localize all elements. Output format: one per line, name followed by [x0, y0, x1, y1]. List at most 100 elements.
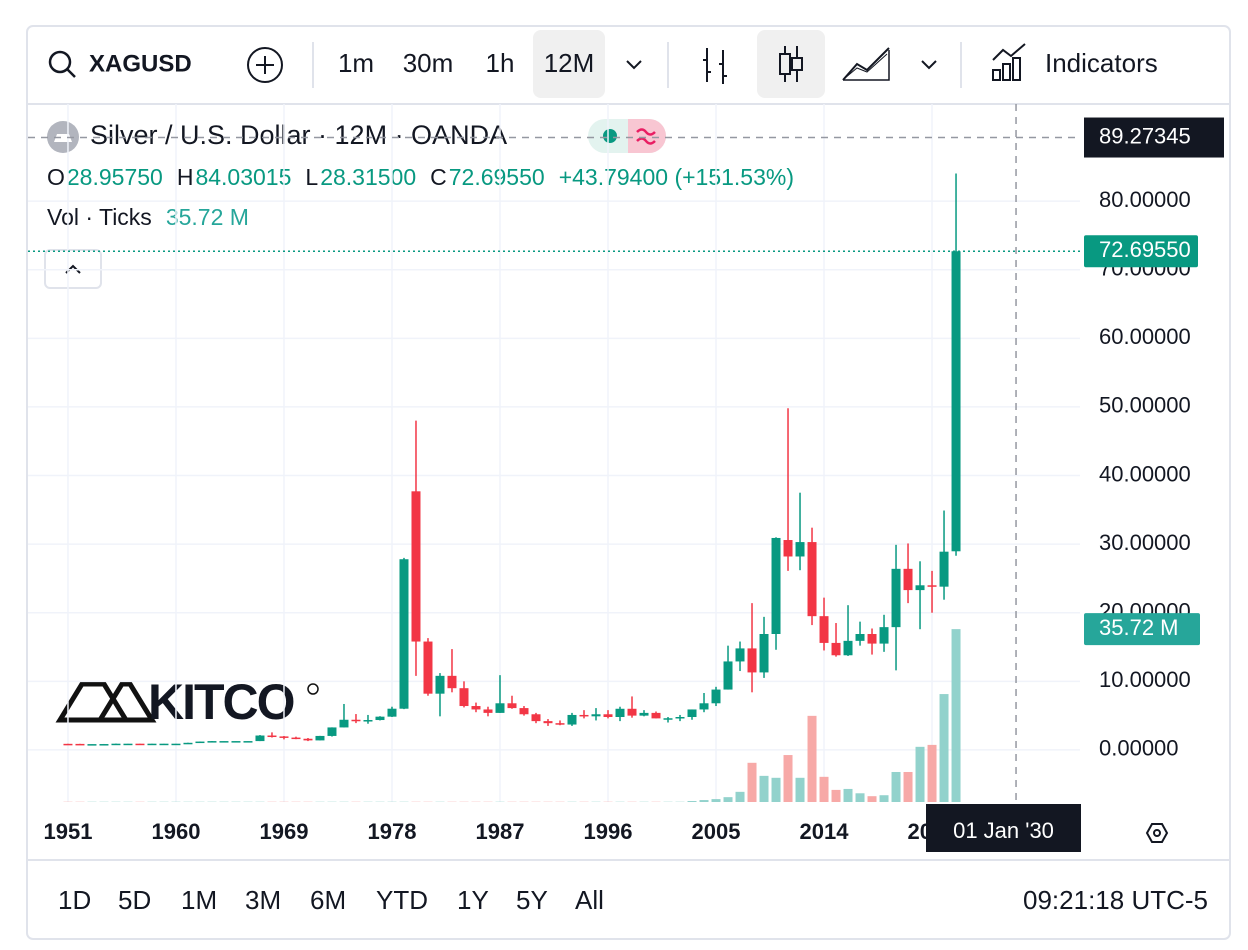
watermark-text: KITCO [148, 674, 294, 730]
candle-body [723, 661, 733, 690]
interval-button[interactable]: 1h [486, 48, 515, 78]
settings-icon[interactable] [1145, 823, 1169, 843]
volume-bar [891, 771, 901, 802]
chevrons[interactable] [626, 60, 937, 70]
volume-bar [759, 775, 769, 802]
clock: 09:21:18 UTC-5 [1023, 885, 1208, 915]
plot-area [28, 104, 1080, 802]
registered-mark [307, 683, 319, 695]
data-delay-icon [636, 128, 656, 145]
candle-body [207, 741, 217, 743]
candle-body [651, 712, 661, 719]
candle-body [363, 720, 373, 722]
status-pill-right [628, 119, 666, 153]
candle-body [243, 741, 253, 743]
candle-body [495, 703, 505, 713]
market-open-dot [603, 129, 617, 143]
candle-body [147, 743, 157, 746]
candle-body [771, 537, 781, 634]
range-button[interactable]: 3M [245, 885, 281, 915]
volume-bar [783, 755, 793, 802]
candle-body [135, 743, 145, 746]
candle-body [639, 712, 649, 716]
volume-bar [795, 777, 805, 802]
volume-bar [831, 789, 841, 802]
interval-button[interactable]: 1m [338, 48, 374, 78]
change: +43.79400 (+151.53%) [559, 164, 794, 190]
candle-body [435, 675, 445, 694]
candle-body [531, 714, 541, 722]
candle-body [603, 714, 613, 718]
candle-body [663, 718, 673, 720]
candle-body [903, 568, 913, 591]
volume-name: Vol · Ticks [47, 204, 152, 230]
indicators-button[interactable]: Indicators [1045, 48, 1158, 78]
ohlc-key: H [177, 164, 194, 190]
candle-body [891, 568, 901, 628]
candle-body [231, 741, 241, 743]
interval-active-bg [533, 30, 605, 98]
legend-title: Silver / U.S. Dollar · 12M · OANDA [90, 120, 507, 150]
frame [26, 25, 1231, 940]
candle-body [939, 551, 949, 587]
area-icon[interactable] [842, 47, 890, 81]
search-icon[interactable] [48, 50, 72, 74]
y-tick-label: 0.00000 [1099, 736, 1179, 761]
range-button[interactable]: 1M [181, 885, 217, 915]
legend-ohlc: O28.95750 H84.03015 L28.31500 C72.69550 +43.… [47, 164, 794, 190]
symbol[interactable]: XAGUSD [89, 50, 192, 77]
range-button[interactable]: 6M [310, 885, 346, 915]
add-symbol[interactable] [247, 47, 283, 83]
candle-body [567, 714, 577, 725]
volume-value: 35.72 M [166, 204, 249, 230]
candle-body [867, 633, 877, 644]
ohlc-value: 28.95750 [67, 164, 163, 190]
search-icon-handle [66, 68, 76, 78]
candle-body [579, 714, 589, 717]
volume-bar [699, 800, 709, 802]
candle-body [699, 703, 709, 710]
range-button[interactable]: 1D [58, 885, 91, 915]
ohlc-key: L [305, 164, 318, 190]
ohlc-key: C [430, 164, 447, 190]
candle-body [423, 641, 433, 694]
interval-button[interactable]: 12M [544, 48, 595, 78]
last-price-badge [1084, 235, 1198, 268]
candle-body [687, 709, 697, 718]
candle-body [267, 735, 277, 738]
y-tick-label: 80.00000 [1099, 187, 1191, 212]
y-tick-label: 50.00000 [1099, 393, 1191, 418]
range-button[interactable]: YTD [376, 885, 428, 915]
volume-bar [735, 791, 745, 802]
x-tick-label: 1951 [43, 819, 92, 844]
indicators-icon[interactable] [992, 43, 1026, 81]
interval-button[interactable]: 30m [403, 48, 454, 78]
candle-body [123, 743, 133, 746]
candle-body [411, 491, 421, 642]
candle-body [471, 706, 481, 710]
volume-bar [879, 795, 889, 802]
candle-body [75, 743, 85, 746]
range-button[interactable]: 5D [118, 885, 151, 915]
volume-bar [747, 762, 757, 802]
candle-body [519, 708, 529, 715]
range-button[interactable]: 1Y [457, 885, 489, 915]
candle-body [159, 743, 169, 746]
x-tick-label: 2014 [800, 819, 850, 844]
x-tick-label: 1987 [476, 819, 525, 844]
range-button[interactable]: 5Y [516, 885, 548, 915]
ohlc-key: O [47, 164, 65, 190]
crosshair-date-badge [926, 804, 1081, 852]
volume-bar [855, 793, 865, 802]
bars-icon[interactable] [703, 48, 727, 84]
candle-body [447, 675, 457, 689]
candle-body [879, 627, 889, 644]
interval-group: 1m 30m 1h 12M [338, 30, 605, 98]
candle-body [483, 709, 493, 713]
range-button[interactable]: All [575, 885, 604, 915]
candle-body [711, 689, 721, 704]
volume-badge [1084, 613, 1200, 646]
volume-bar [867, 796, 877, 802]
